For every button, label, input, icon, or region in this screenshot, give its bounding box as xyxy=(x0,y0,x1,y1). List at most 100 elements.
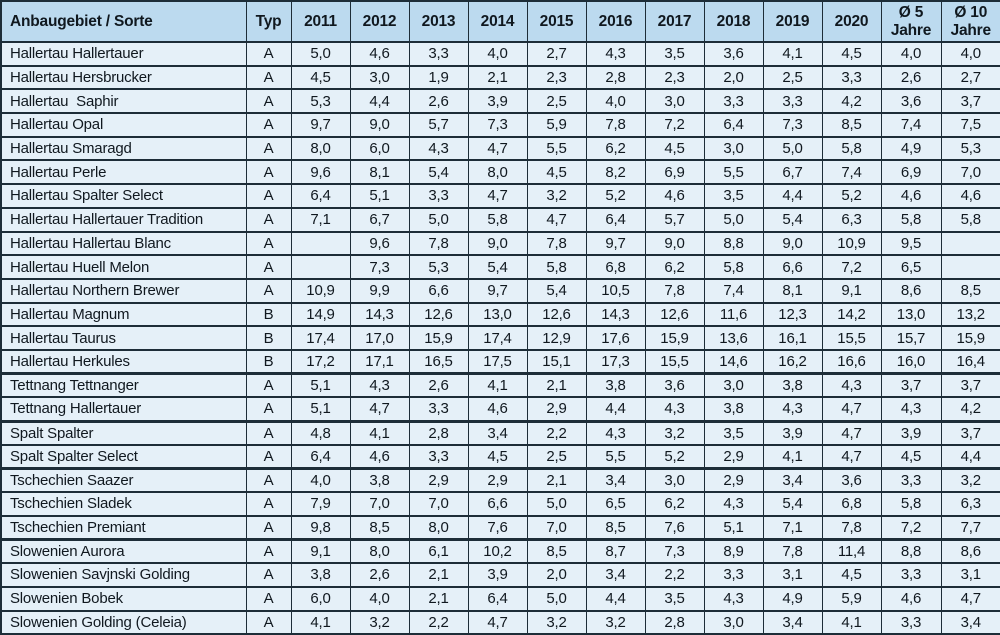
value-cell-y2011: 9,1 xyxy=(290,538,351,565)
value-cell-avg5: 8,6 xyxy=(880,277,942,304)
value-cell-y2014: 3,4 xyxy=(467,420,528,446)
value-cell-y2019: 3,4 xyxy=(762,467,823,494)
table-row: Tettnang Hallertauer A 5,1 4,7 3,3 4,6 2,9 4,4 4… xyxy=(0,396,1000,423)
variety-cell: Tschechien Premiant xyxy=(0,514,247,541)
value-cell-y2020: 5,9 xyxy=(821,585,882,612)
value-cell-y2017: 7,3 xyxy=(644,538,705,565)
value-cell-y2014: 9,7 xyxy=(467,277,528,304)
table-row: Hallertau Magnum B 14,9 14,3 12,6 13,0 12,6 14,… xyxy=(0,301,1000,328)
value-cell-avg5: 4,9 xyxy=(880,135,942,162)
value-cell-y2013: 5,0 xyxy=(408,206,469,233)
value-cell-y2018: 8,9 xyxy=(703,538,764,565)
value-cell-y2018: 3,0 xyxy=(703,135,764,162)
value-cell-y2012: 3,2 xyxy=(349,609,410,635)
value-cell-avg5: 15,7 xyxy=(880,325,942,351)
value-cell-y2015: 2,5 xyxy=(526,443,587,470)
value-cell-y2011: 6,0 xyxy=(290,585,351,612)
column-header-name: Anbaugebiet / Sorte xyxy=(0,0,247,43)
typ-cell: A xyxy=(245,467,292,494)
value-cell-y2018: 2,0 xyxy=(703,64,764,91)
value-cell-y2014: 4,6 xyxy=(467,396,528,423)
value-cell-y2016: 6,2 xyxy=(585,135,646,162)
value-cell-avg5: 4,5 xyxy=(880,443,942,470)
value-cell-y2020: 11,4 xyxy=(821,538,882,565)
column-header-y2013: 2013 xyxy=(408,0,469,43)
value-cell-y2016: 8,2 xyxy=(585,159,646,186)
variety-cell: Spalt Spalter xyxy=(0,420,247,446)
column-header-y2018: 2018 xyxy=(703,0,764,43)
value-cell-y2019: 9,0 xyxy=(762,230,823,257)
value-cell-y2013: 2,8 xyxy=(408,420,469,446)
value-cell-y2018: 6,4 xyxy=(703,112,764,138)
value-cell-y2016: 6,5 xyxy=(585,491,646,517)
value-cell-y2011: 17,2 xyxy=(290,348,351,376)
value-cell-y2017: 3,0 xyxy=(644,467,705,494)
value-cell-y2015: 2,0 xyxy=(526,562,587,588)
value-cell-y2020: 5,2 xyxy=(821,183,882,209)
value-cell-y2012: 14,3 xyxy=(349,301,410,328)
value-cell-y2013: 5,7 xyxy=(408,112,469,138)
value-cell-avg10: 7,0 xyxy=(940,159,1000,186)
value-cell-y2018: 4,3 xyxy=(703,585,764,612)
value-cell-y2017: 3,6 xyxy=(644,372,705,399)
value-cell-avg10: 4,7 xyxy=(940,585,1000,612)
value-cell-y2013: 4,3 xyxy=(408,135,469,162)
variety-cell: Hallertau Opal xyxy=(0,112,247,138)
value-cell-y2019: 6,6 xyxy=(762,254,823,280)
value-cell-y2015: 5,0 xyxy=(526,585,587,612)
value-cell-y2017: 5,7 xyxy=(644,206,705,233)
value-cell-y2017: 6,2 xyxy=(644,254,705,280)
value-cell-avg10: 8,6 xyxy=(940,538,1000,565)
value-cell-y2020: 4,2 xyxy=(821,88,882,115)
value-cell-y2016: 17,3 xyxy=(585,348,646,376)
value-cell-y2013: 6,6 xyxy=(408,277,469,304)
value-cell-y2012: 4,7 xyxy=(349,396,410,423)
value-cell-y2015: 3,2 xyxy=(526,183,587,209)
value-cell-y2011 xyxy=(290,230,351,257)
variety-cell: Tschechien Sladek xyxy=(0,491,247,517)
value-cell-y2019: 5,0 xyxy=(762,135,823,162)
value-cell-y2014: 5,4 xyxy=(467,254,528,280)
value-cell-y2016: 8,5 xyxy=(585,514,646,541)
typ-cell: A xyxy=(245,112,292,138)
value-cell-y2011: 3,8 xyxy=(290,562,351,588)
value-cell-y2018: 4,3 xyxy=(703,491,764,517)
variety-cell: Hallertau Huell Melon xyxy=(0,254,247,280)
value-cell-avg10: 3,2 xyxy=(940,467,1000,494)
value-cell-y2011: 5,1 xyxy=(290,372,351,399)
value-cell-y2015: 15,1 xyxy=(526,348,587,376)
variety-cell: Tettnang Tettnanger xyxy=(0,372,247,399)
value-cell-y2018: 8,8 xyxy=(703,230,764,257)
table-row: Slowenien Savjnski Golding A 3,8 2,6 2,1 3,9 2… xyxy=(0,562,1000,588)
value-cell-y2014: 4,5 xyxy=(467,443,528,470)
value-cell-avg10: 5,8 xyxy=(940,206,1000,233)
typ-cell: A xyxy=(245,396,292,423)
value-cell-y2011: 10,9 xyxy=(290,277,351,304)
value-cell-y2011: 6,4 xyxy=(290,183,351,209)
value-cell-y2013: 12,6 xyxy=(408,301,469,328)
value-cell-y2020: 3,6 xyxy=(821,467,882,494)
value-cell-y2012: 3,8 xyxy=(349,467,410,494)
variety-cell: Slowenien Savjnski Golding xyxy=(0,562,247,588)
value-cell-y2019: 4,4 xyxy=(762,183,823,209)
value-cell-y2013: 7,8 xyxy=(408,230,469,257)
value-cell-avg5: 6,9 xyxy=(880,159,942,186)
value-cell-y2015: 12,9 xyxy=(526,325,587,351)
value-cell-y2011: 9,8 xyxy=(290,514,351,541)
value-cell-y2012: 4,6 xyxy=(349,443,410,470)
value-cell-y2020: 9,1 xyxy=(821,277,882,304)
value-cell-y2012: 6,7 xyxy=(349,206,410,233)
value-cell-y2016: 3,2 xyxy=(585,609,646,635)
header-row: Anbaugebiet / Sorte Typ 2011 2012 2013 2014 20… xyxy=(0,0,1000,43)
value-cell-avg10: 5,3 xyxy=(940,135,1000,162)
value-cell-y2013: 2,9 xyxy=(408,467,469,494)
value-cell-y2020: 15,5 xyxy=(821,325,882,351)
value-cell-y2018: 3,8 xyxy=(703,396,764,423)
value-cell-y2018: 3,3 xyxy=(703,88,764,115)
value-cell-avg10: 3,7 xyxy=(940,372,1000,399)
table-row: Tschechien Premiant A 9,8 8,5 8,0 7,6 7,0 8,5 7,… xyxy=(0,514,1000,541)
table-row: Hallertau Herkules B 17,2 17,1 16,5 17,5 15,1 1… xyxy=(0,348,1000,376)
value-cell-y2019: 3,3 xyxy=(762,88,823,115)
value-cell-y2014: 4,7 xyxy=(467,609,528,635)
